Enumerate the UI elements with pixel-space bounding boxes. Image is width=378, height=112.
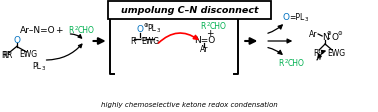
- Text: umpolung C–N disconnect: umpolung C–N disconnect: [121, 5, 258, 14]
- Text: 3: 3: [156, 28, 160, 32]
- Text: ⊕: ⊕: [143, 23, 148, 28]
- Text: 2: 2: [74, 26, 78, 30]
- Text: O: O: [332, 32, 339, 42]
- Text: +: +: [55, 26, 62, 34]
- Text: 3: 3: [42, 66, 45, 70]
- Text: highly chemoselective ketone redox condensation: highly chemoselective ketone redox conde…: [101, 102, 278, 108]
- Text: EWG: EWG: [327, 48, 345, 57]
- Text: EWG: EWG: [141, 37, 160, 45]
- Text: O: O: [137, 25, 144, 33]
- Text: EWG: EWG: [20, 50, 38, 58]
- Text: R: R: [313, 48, 319, 57]
- Text: 2: 2: [284, 58, 288, 64]
- Text: ⊖: ⊖: [338, 30, 342, 36]
- Text: O: O: [282, 13, 289, 22]
- Text: ⊖: ⊖: [141, 37, 146, 42]
- Text: =PL: =PL: [289, 13, 304, 22]
- FancyBboxPatch shape: [107, 1, 271, 19]
- Text: PL: PL: [147, 24, 156, 32]
- Text: 1: 1: [318, 48, 321, 54]
- Text: N=O: N=O: [194, 36, 215, 44]
- Text: N: N: [322, 32, 328, 42]
- Text: R: R: [200, 22, 206, 30]
- Text: 3: 3: [304, 16, 308, 22]
- Text: R: R: [2, 51, 7, 59]
- Text: R: R: [7, 51, 12, 59]
- Text: R: R: [278, 58, 284, 68]
- Text: R: R: [68, 26, 74, 34]
- Text: ⊕: ⊕: [327, 30, 332, 36]
- Text: CHO: CHO: [209, 22, 226, 30]
- Text: 2: 2: [206, 22, 210, 27]
- Text: Ar: Ar: [309, 29, 318, 39]
- Text: R: R: [130, 37, 135, 45]
- Text: R: R: [2, 51, 8, 59]
- Text: 1: 1: [6, 51, 9, 56]
- Text: CHO: CHO: [287, 58, 304, 68]
- Text: PL: PL: [33, 61, 42, 70]
- Text: Ar–N=O: Ar–N=O: [20, 26, 56, 34]
- Text: Ar: Ar: [200, 44, 209, 54]
- Text: +: +: [206, 28, 214, 38]
- Text: 1: 1: [134, 37, 137, 42]
- Text: CHO: CHO: [77, 26, 94, 34]
- Text: O: O: [13, 36, 20, 44]
